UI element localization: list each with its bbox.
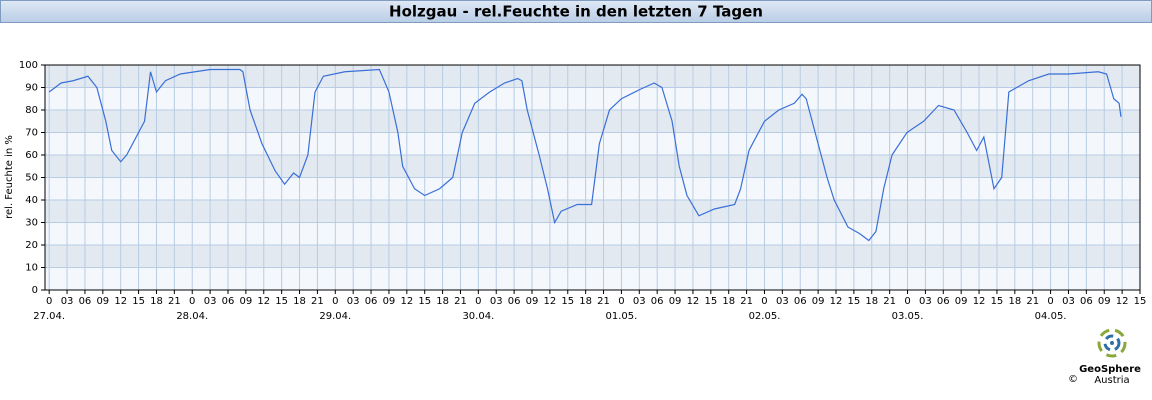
x-tick-label: 15 <box>561 296 574 307</box>
grid-band <box>45 245 1140 268</box>
x-tick-label: 06 <box>651 296 664 307</box>
x-tick-label: 15 <box>704 296 717 307</box>
x-tick-label: 03 <box>347 296 360 307</box>
x-tick-label: 0 <box>46 296 52 307</box>
y-tick-label: 70 <box>25 128 38 139</box>
x-tick-label: 09 <box>526 296 539 307</box>
x-tick-label: 03 <box>1062 296 1075 307</box>
x-tick-label: 03 <box>490 296 503 307</box>
x-tick-label: 03 <box>633 296 646 307</box>
y-tick-label: 20 <box>25 240 38 251</box>
day-label: 29.04. <box>319 311 351 322</box>
x-tick-label: 15 <box>275 296 288 307</box>
plot-frame <box>44 64 1141 291</box>
x-tick-label: 09 <box>240 296 253 307</box>
x-tick-label: 18 <box>293 296 306 307</box>
logo-name: GeoSphere <box>1079 364 1141 375</box>
x-tick-label: 12 <box>1116 296 1129 307</box>
data-line <box>48 68 1122 242</box>
y-tick-label: 40 <box>25 195 38 206</box>
x-tick-label: 18 <box>436 296 449 307</box>
day-label: 01.05. <box>606 311 638 322</box>
x-tick-label: 06 <box>365 296 378 307</box>
y-tick-label: 90 <box>25 83 38 94</box>
x-tick-label: 06 <box>937 296 950 307</box>
x-tick-label: 03 <box>776 296 789 307</box>
x-tick-label: 03 <box>61 296 74 307</box>
x-tick-label: 21 <box>311 296 324 307</box>
day-label: 03.05. <box>892 311 924 322</box>
x-tick-label: 12 <box>830 296 843 307</box>
x-tick-label: 09 <box>383 296 396 307</box>
x-tick-label: 0 <box>761 296 767 307</box>
x-tick-label: 12 <box>544 296 557 307</box>
x-tick-label: 21 <box>597 296 610 307</box>
day-label: 30.04. <box>462 311 494 322</box>
x-tick-label: 06 <box>794 296 807 307</box>
grid-band <box>45 65 1140 88</box>
x-tick-label: 09 <box>96 296 109 307</box>
x-tick-label: 21 <box>168 296 181 307</box>
x-tick-label: 03 <box>919 296 932 307</box>
logo-sub: Austria <box>1094 375 1129 386</box>
x-tick-label: 15 <box>1134 296 1147 307</box>
x-tick-label: 0 <box>618 296 624 307</box>
x-tick-label: 09 <box>955 296 968 307</box>
x-tick-label: 0 <box>332 296 338 307</box>
x-tick-label: 0 <box>189 296 195 307</box>
x-tick-label: 0 <box>904 296 910 307</box>
x-tick-label: 12 <box>687 296 700 307</box>
x-tick-label: 06 <box>79 296 92 307</box>
grid-band <box>45 200 1140 223</box>
grid-band <box>45 155 1140 178</box>
x-tick-label: 15 <box>418 296 431 307</box>
grid-band <box>45 110 1140 133</box>
x-tick-label: 15 <box>132 296 145 307</box>
x-tick-label: 12 <box>973 296 986 307</box>
y-tick-label: 30 <box>25 218 38 229</box>
logo <box>1097 328 1127 358</box>
x-tick-label: 03 <box>204 296 217 307</box>
y-tick-label: 60 <box>25 150 38 161</box>
copyright: © <box>1068 374 1078 385</box>
y-tick-label: 50 <box>25 173 38 184</box>
x-tick-label: 06 <box>1080 296 1093 307</box>
x-tick-label: 18 <box>150 296 163 307</box>
x-tick-label: 12 <box>257 296 270 307</box>
x-tick-label: 06 <box>222 296 235 307</box>
x-tick-label: 18 <box>579 296 592 307</box>
x-tick-label: 09 <box>812 296 825 307</box>
x-tick-label: 18 <box>865 296 878 307</box>
x-tick-label: 06 <box>508 296 521 307</box>
chart-title: Holzgau - rel.Feuchte in den letzten 7 T… <box>389 3 763 21</box>
x-tick-label: 0 <box>1047 296 1053 307</box>
x-tick-label: 21 <box>883 296 896 307</box>
y-tick-label: 10 <box>25 263 38 274</box>
day-label: 02.05. <box>749 311 781 322</box>
x-tick-label: 18 <box>1008 296 1021 307</box>
x-tick-label: 09 <box>1098 296 1111 307</box>
y-axis-label: rel. Feuchte in % <box>4 135 15 219</box>
x-tick-label: 12 <box>400 296 413 307</box>
x-tick-label: 21 <box>454 296 467 307</box>
x-tick-label: 18 <box>722 296 735 307</box>
x-tick-label: 21 <box>740 296 753 307</box>
y-tick-label: 100 <box>19 60 38 71</box>
x-tick-label: 09 <box>669 296 682 307</box>
x-tick-label: 12 <box>114 296 127 307</box>
day-label: 04.05. <box>1035 311 1067 322</box>
x-tick-label: 15 <box>848 296 861 307</box>
day-label: 27.04. <box>33 311 65 322</box>
x-tick-label: 15 <box>991 296 1004 307</box>
x-tick-label: 0 <box>475 296 481 307</box>
y-tick-label: 80 <box>25 105 38 116</box>
y-tick-label: 0 <box>32 285 38 296</box>
day-label: 28.04. <box>176 311 208 322</box>
x-tick-label: 21 <box>1026 296 1039 307</box>
